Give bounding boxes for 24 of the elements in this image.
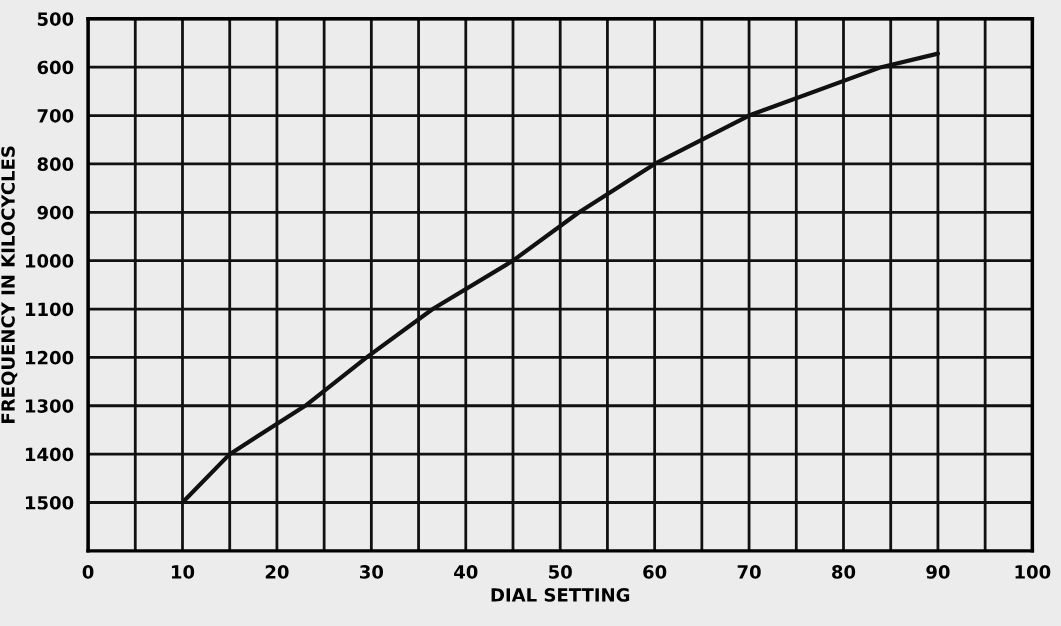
y-tick-label: 900 — [37, 205, 74, 220]
x-tick-label: 40 — [454, 565, 478, 579]
y-tick-label: 1100 — [25, 302, 74, 317]
x-tick-label: 80 — [832, 565, 856, 579]
x-tick-label: 0 — [82, 565, 94, 579]
y-tick-label: 1200 — [25, 350, 74, 365]
x-tick-label: 90 — [926, 565, 950, 579]
y-tick-label: 1000 — [25, 254, 74, 268]
x-axis-title: DIAL SETTING — [491, 588, 630, 602]
x-tick-label: 50 — [549, 565, 572, 579]
x-tick-label: 30 — [359, 565, 384, 579]
y-tick-label: 500 — [37, 12, 74, 26]
y-tick-label: 700 — [37, 108, 74, 123]
y-tick-label: 1500 — [25, 495, 74, 510]
x-tick-label: 70 — [737, 565, 761, 579]
y-tick-label: 1400 — [25, 447, 74, 462]
x-tick-label: 20 — [265, 565, 289, 579]
x-tick-label: 60 — [643, 565, 667, 579]
y-tick-label: 800 — [37, 157, 74, 172]
x-tick-label: 100 — [1015, 565, 1051, 579]
y-tick-label: 1300 — [25, 399, 74, 413]
y-tick-label: 600 — [37, 60, 74, 75]
x-tick-label: 10 — [171, 565, 195, 579]
y-axis-title: FREQUENCY IN KILOCYCLES — [1, 146, 18, 423]
